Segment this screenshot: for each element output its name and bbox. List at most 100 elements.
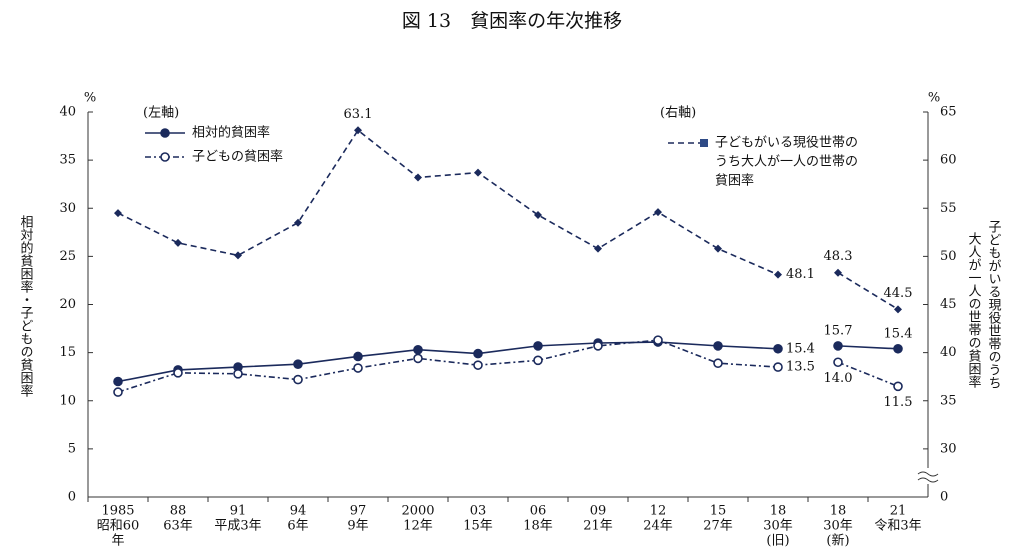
point <box>893 381 903 392</box>
point <box>593 341 603 351</box>
data-label: 15.4 <box>884 326 913 341</box>
data-label: 44.5 <box>884 286 913 301</box>
data-label: 48.3 <box>824 249 853 264</box>
point <box>533 355 543 366</box>
point <box>894 305 902 314</box>
legend-label: 子どもがいる現役世帯の <box>715 136 858 151</box>
point <box>173 368 183 378</box>
x-tick-label: 18 <box>770 504 787 519</box>
chart-title: 図 13 貧困率の年次推移 <box>402 10 622 32</box>
y-tick-label: 40 <box>59 105 76 120</box>
point <box>114 209 122 218</box>
point <box>773 362 783 372</box>
x-tick-label: 88 <box>170 504 187 519</box>
x-tick-label: (新) <box>826 533 849 549</box>
y2-axis-title: 子どもがいる現役世帯のうち <box>986 220 1002 389</box>
legend-label: 子どもの貧困率 <box>192 149 283 165</box>
x-tick-label: 令和3年 <box>874 519 921 534</box>
x-tick-label: 2000 <box>401 504 434 519</box>
x-tick-label: 97 <box>350 504 367 519</box>
x-tick-label: 18 <box>830 504 847 519</box>
x-tick-label: 15 <box>710 504 727 519</box>
data-label: 14.0 <box>824 371 853 386</box>
y-tick-label: 25 <box>59 249 76 264</box>
right-axis-note: (右軸) <box>660 106 696 121</box>
legend-label: うち大人が一人の世帯の <box>715 155 858 170</box>
y2-tick-label: 35 <box>940 393 957 408</box>
point <box>233 368 243 379</box>
data-label: 13.5 <box>786 360 815 375</box>
series: 13.5 14.0 11.5 <box>113 335 913 410</box>
y2-tick-label: 0 <box>940 490 948 505</box>
point <box>714 244 722 253</box>
point <box>234 251 242 260</box>
x-tick-label: 30年 <box>823 519 853 534</box>
x-tick-label: 平成3年 <box>214 519 261 534</box>
point <box>534 210 542 219</box>
line <box>117 341 779 383</box>
point <box>653 335 663 345</box>
point <box>713 358 723 369</box>
y-tick-label: 15 <box>59 345 76 360</box>
y2-tick-label: 60 <box>940 153 957 168</box>
point <box>774 270 782 279</box>
data-label: 15.7 <box>824 323 853 338</box>
point <box>354 126 362 135</box>
x-tick-label: 年 <box>111 534 124 549</box>
line <box>117 339 779 393</box>
data-label: 48.1 <box>786 267 815 282</box>
y2-tick-label: 55 <box>940 201 957 216</box>
point <box>654 208 662 217</box>
point <box>414 173 422 182</box>
axis-break-mark <box>917 471 939 483</box>
x-tick-label: 21年 <box>583 519 613 534</box>
left-axis-note: (左軸) <box>143 106 179 121</box>
x-tick-label: 09 <box>590 504 607 519</box>
point <box>293 359 303 369</box>
y2-tick-label: 50 <box>940 249 957 264</box>
line <box>117 129 779 276</box>
x-tick-label: 24年 <box>643 519 673 534</box>
point <box>113 376 123 387</box>
y-tick-label: 20 <box>59 297 76 312</box>
point <box>113 387 123 397</box>
point <box>413 344 423 355</box>
legend-marker <box>160 128 170 138</box>
line <box>837 272 899 310</box>
point <box>353 363 363 373</box>
point <box>833 341 843 351</box>
data-label: 11.5 <box>884 395 913 410</box>
x-tick-label: 9年 <box>347 519 368 534</box>
x-tick-label: 06 <box>530 504 547 519</box>
legend-label: 相対的貧困率 <box>192 125 270 141</box>
point <box>833 357 843 368</box>
point <box>174 238 182 247</box>
x-tick-label: 94 <box>290 504 307 519</box>
y2-tick-label: 40 <box>940 345 957 360</box>
point <box>293 374 303 385</box>
x-tick-label: 昭和60 <box>97 519 140 534</box>
line <box>837 361 899 388</box>
y-tick-label: 30 <box>59 201 76 216</box>
x-tick-label: 63年 <box>163 519 193 534</box>
y2-tick-label: 65 <box>940 105 957 120</box>
y-tick-label: 5 <box>68 441 76 456</box>
x-tick-label: 1985 <box>101 504 134 519</box>
x-tick-label: 15年 <box>463 519 493 534</box>
point <box>834 268 842 277</box>
x-tick-label: 12年 <box>403 519 433 534</box>
point <box>353 351 363 362</box>
point <box>474 168 482 177</box>
y-tick-label: 35 <box>59 153 76 168</box>
point <box>893 343 903 354</box>
data-label: 63.1 <box>344 107 373 122</box>
y-tick-label: 0 <box>68 490 76 505</box>
point <box>713 341 723 351</box>
point <box>773 343 783 354</box>
point <box>533 341 543 351</box>
point <box>473 360 483 370</box>
line <box>837 345 899 350</box>
y2-tick-label: 45 <box>940 297 957 312</box>
x-tick-label: 12 <box>650 504 667 519</box>
